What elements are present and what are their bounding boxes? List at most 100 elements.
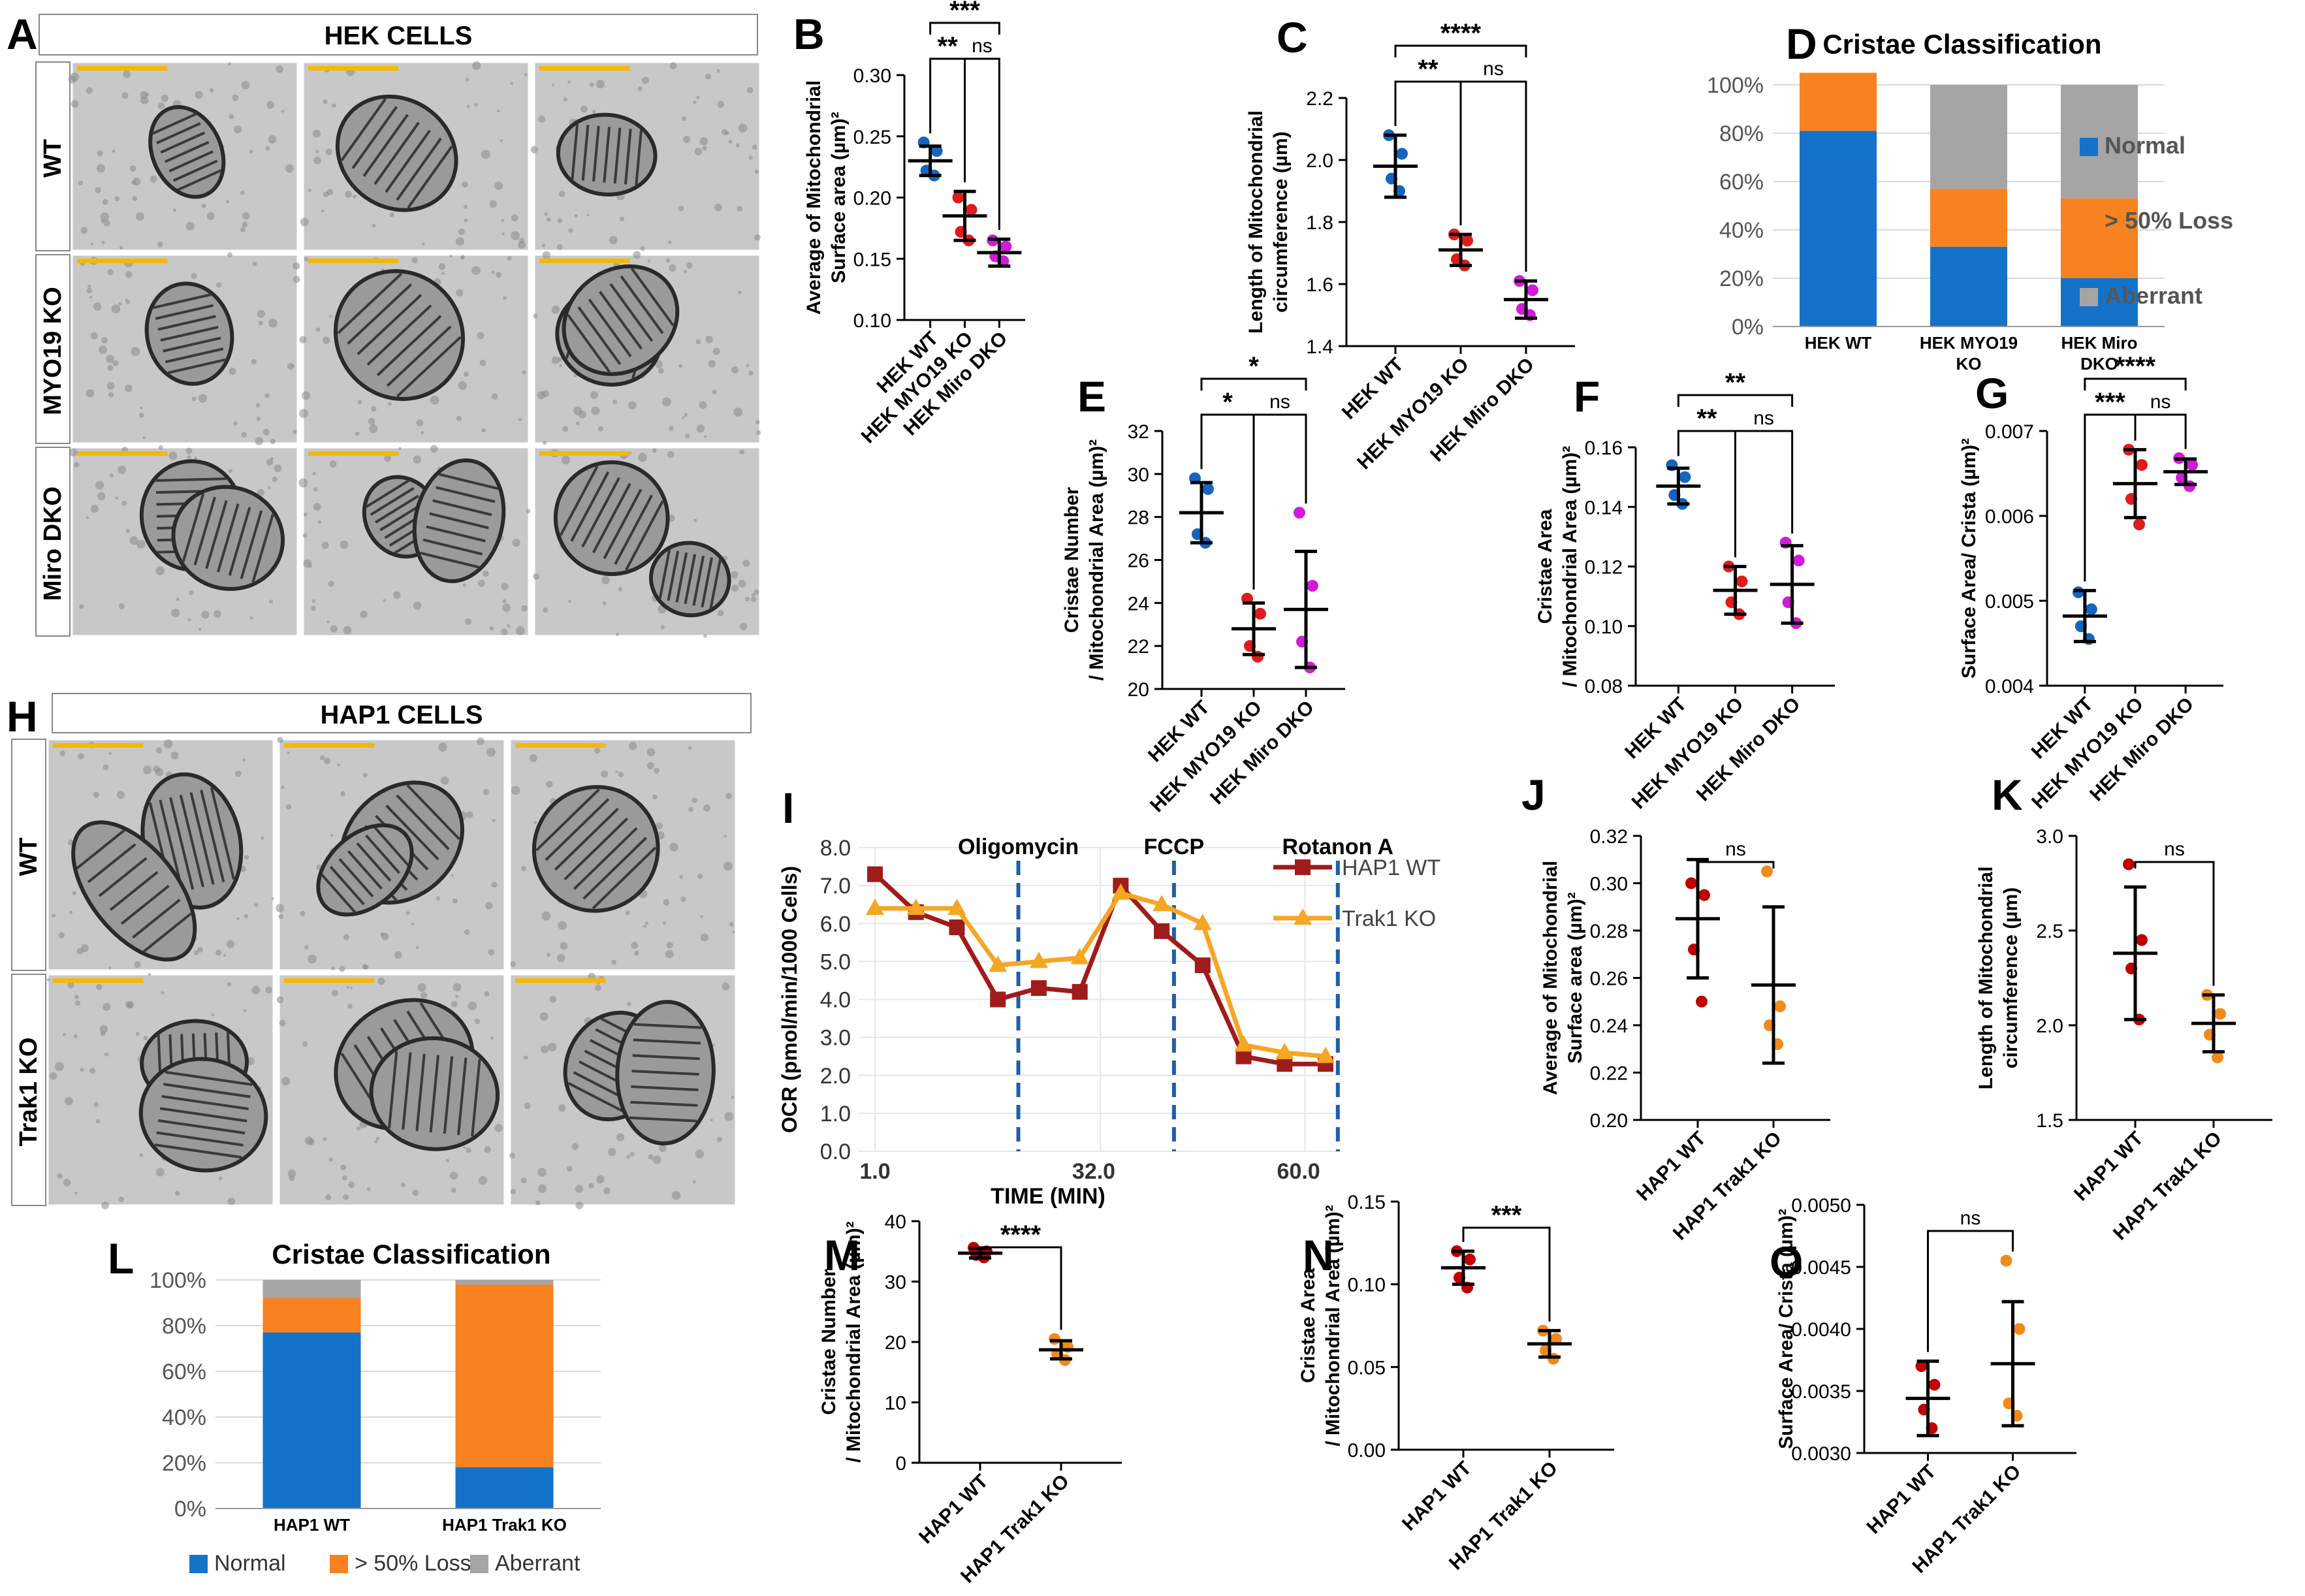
em-texture-dot <box>268 135 277 144</box>
em-texture-dot <box>197 947 203 953</box>
em-texture-dot <box>285 804 292 810</box>
em-texture-dot <box>511 786 520 795</box>
em-texture-dot <box>483 789 489 795</box>
mitochondrion <box>138 1057 268 1173</box>
em-texture-dot <box>446 1158 450 1162</box>
em-texture-dot <box>142 765 152 774</box>
chart-n: N 0.00 0.05 0.10 0.15 Cristae Area / Mitochond… <box>1297 1192 1614 1574</box>
em-texture-dot <box>124 384 133 392</box>
crista <box>356 842 392 882</box>
em-texture-dot <box>684 270 687 274</box>
data-point <box>1550 1333 1562 1345</box>
crista <box>217 503 240 573</box>
em-texture-dot <box>279 1019 286 1027</box>
em-texture-dot <box>229 367 236 375</box>
data-marker <box>1234 1035 1253 1052</box>
em-texture-dot <box>699 401 707 409</box>
injection-label: Oligomycin <box>958 835 1079 859</box>
em-texture-dot <box>512 538 520 547</box>
em-texture-dot <box>374 1140 378 1143</box>
em-texture-dot <box>375 1137 380 1141</box>
legend-swatch <box>470 1555 488 1573</box>
em-texture-dot <box>325 148 332 155</box>
data-point <box>2133 519 2145 530</box>
em-texture-dot <box>685 433 690 439</box>
em-texture-dot <box>738 123 748 133</box>
em-texture-dot <box>748 370 754 376</box>
em-texture-dot <box>449 255 453 258</box>
legend-label: > 50% Loss <box>355 1551 471 1576</box>
y-tick-label: 0.16 <box>1585 438 1623 459</box>
em-texture-dot <box>103 764 109 771</box>
em-texture-dot <box>249 616 253 620</box>
em-texture-dot <box>96 164 106 173</box>
em-texture-dot <box>700 933 709 942</box>
em-texture-dot <box>210 88 214 93</box>
panel-label-b: B <box>793 10 825 58</box>
em-texture-dot <box>490 1036 494 1040</box>
em-texture-dot <box>507 256 512 261</box>
em-texture-dot <box>143 1036 148 1041</box>
em-texture-dot <box>558 921 567 931</box>
em-texture-dot <box>185 447 193 455</box>
em-texture-dot <box>300 217 309 227</box>
em-texture-dot <box>97 492 106 501</box>
em-row-label-box <box>11 974 46 1206</box>
y-tick-label: 1.5 <box>2036 1110 2063 1132</box>
em-header-hek: HEK CELLS <box>325 22 473 50</box>
em-texture-dot <box>112 360 119 366</box>
em-texture-dot <box>227 982 232 987</box>
em-texture-dot <box>731 366 739 374</box>
em-texture-dot <box>118 302 122 306</box>
significance-label: ** <box>1696 404 1717 433</box>
significance-label: ns <box>972 35 993 57</box>
crista <box>163 336 221 353</box>
y-tick-label: 1.0 <box>820 1102 851 1126</box>
em-texture-dot <box>78 753 85 760</box>
em-texture-dot <box>474 1018 481 1025</box>
data-marker <box>1152 895 1171 912</box>
crista <box>87 843 136 884</box>
em-texture-dot <box>451 874 454 878</box>
data-point <box>1464 1253 1476 1266</box>
y-tick-label: 2.2 <box>1306 88 1333 110</box>
y-tick-label: 20% <box>162 1451 206 1476</box>
mitochondrion <box>148 104 226 199</box>
data-point <box>1761 865 1773 878</box>
data-point <box>1698 889 1710 901</box>
em-texture-dot <box>302 533 308 538</box>
em-texture-dot <box>466 104 470 108</box>
em-texture-dot <box>59 750 66 757</box>
em-texture-dot <box>102 1002 111 1012</box>
em-texture-dot <box>739 622 748 631</box>
em-texture-dot <box>669 842 678 852</box>
crista <box>632 1054 700 1061</box>
y-tick-label: 80% <box>162 1314 206 1339</box>
em-texture-dot <box>360 611 368 618</box>
em-texture-dot <box>473 103 478 107</box>
em-texture-dot <box>654 360 663 368</box>
bar-segment <box>455 1285 554 1467</box>
significance-bracket <box>2134 413 2187 449</box>
em-texture-dot <box>268 486 271 489</box>
em-texture-dot <box>533 820 537 825</box>
legend-label: > 50% Loss <box>2105 207 2233 234</box>
bar-segment <box>455 1467 554 1508</box>
y-tick-label: 2.0 <box>1306 150 1333 172</box>
crista <box>709 558 722 609</box>
em-texture-dot <box>472 61 481 71</box>
y-axis-label: / Mitochondrial Area (µm)² <box>1322 1205 1344 1446</box>
bar-segment <box>1930 246 2007 327</box>
em-texture-dot <box>430 445 438 453</box>
scale-bar <box>284 978 375 983</box>
crista <box>160 325 219 342</box>
em-texture-dot <box>123 70 131 78</box>
em-texture-dot <box>511 231 520 240</box>
em-texture-dot <box>356 1126 361 1131</box>
em-texture-dot <box>618 587 622 592</box>
crista <box>167 358 226 374</box>
em-texture-dot <box>684 413 688 417</box>
y-tick-label: 0.007 <box>1985 421 2034 443</box>
legend-label: HAP1 WT <box>1342 855 1440 880</box>
